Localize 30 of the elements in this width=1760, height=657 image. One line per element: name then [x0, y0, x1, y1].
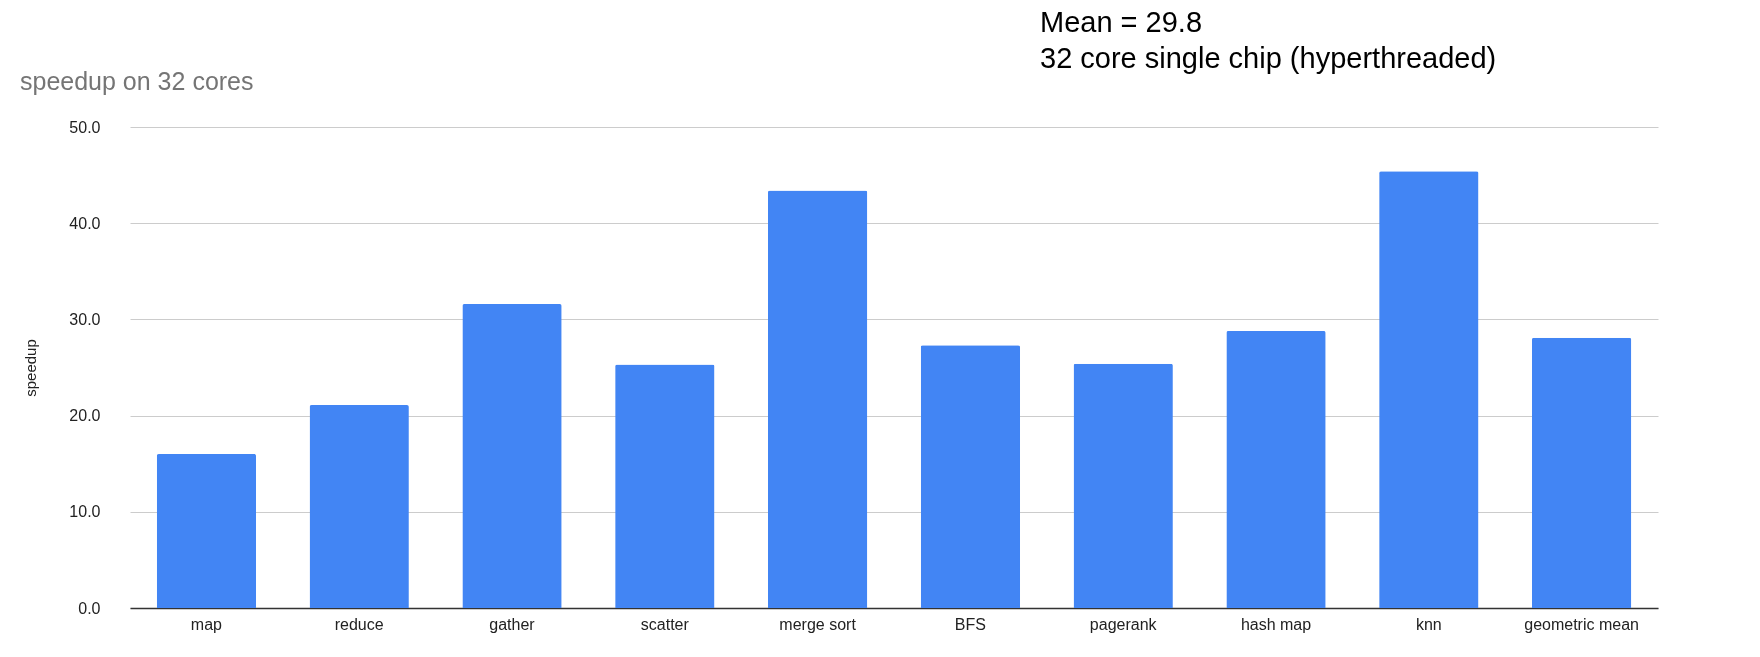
x-tick-label: knn [1415, 615, 1442, 633]
x-tick-label: merge sort [779, 615, 857, 633]
y-tick-label: 0.0 [78, 599, 101, 617]
x-tick-label: geometric mean [1524, 615, 1639, 633]
y-axis-title: speedup [22, 339, 40, 397]
bar [920, 345, 1021, 608]
x-tick-label: reduce [334, 615, 384, 633]
y-tick-label: 10.0 [69, 503, 101, 521]
x-tick-label: scatter [640, 615, 690, 633]
bar [767, 190, 868, 608]
x-tick-label: hash map [1240, 615, 1312, 633]
bar [1531, 337, 1632, 608]
text: Mean = 29.8 [1040, 5, 1204, 40]
bar [1226, 330, 1326, 608]
y-tick-label: 40.0 [69, 214, 101, 232]
y-tick-label: 20.0 [69, 407, 101, 425]
x-tick-label: pagerank [1089, 615, 1158, 633]
text: 32 core single chip (hyperthreaded) [1040, 41, 1497, 76]
y-tick-label: 50.0 [69, 118, 101, 136]
x-tick-label: BFS [954, 615, 986, 633]
bar [615, 364, 715, 608]
y-tick-label: 30.0 [69, 310, 101, 328]
bar [1073, 363, 1173, 608]
x-tick-label: gather [489, 615, 536, 633]
chart-title: speedup on 32 cores [20, 67, 254, 95]
bar [156, 454, 257, 608]
x-tick-label: map [190, 615, 223, 633]
bar [1379, 171, 1479, 608]
bar [462, 304, 562, 608]
bar [309, 405, 409, 608]
